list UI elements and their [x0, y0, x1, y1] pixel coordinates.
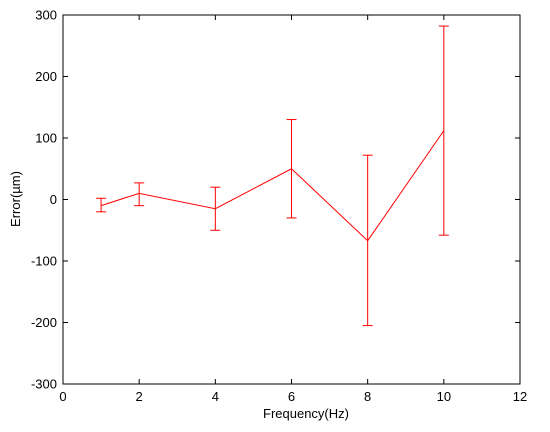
x-tick-label: 6: [288, 389, 295, 404]
y-tick-label: 100: [35, 131, 57, 146]
data-series: [96, 25, 449, 327]
y-tick-label: -200: [31, 315, 57, 330]
axis-ticks: 0 2 4 6 8 10 12 -300 -200 -100 0 100 200 300: [31, 8, 527, 405]
x-tick-label: 12: [513, 389, 527, 404]
y-tick-label: 200: [35, 69, 57, 84]
y-tick-label: -300: [31, 377, 57, 392]
y-tick-label: 300: [35, 8, 57, 23]
x-tick-label: 4: [212, 389, 219, 404]
y-tick-label: -100: [31, 254, 57, 269]
x-tick-label: 10: [437, 389, 451, 404]
x-tick-label: 8: [364, 389, 371, 404]
y-axis-label: Error(µm): [8, 171, 23, 227]
series-line: [100, 130, 445, 242]
y-tick-label: 0: [50, 192, 57, 207]
x-tick-label: 0: [59, 389, 66, 404]
x-tick-label: 2: [136, 389, 143, 404]
x-axis-label: Frequency(Hz): [263, 406, 349, 421]
